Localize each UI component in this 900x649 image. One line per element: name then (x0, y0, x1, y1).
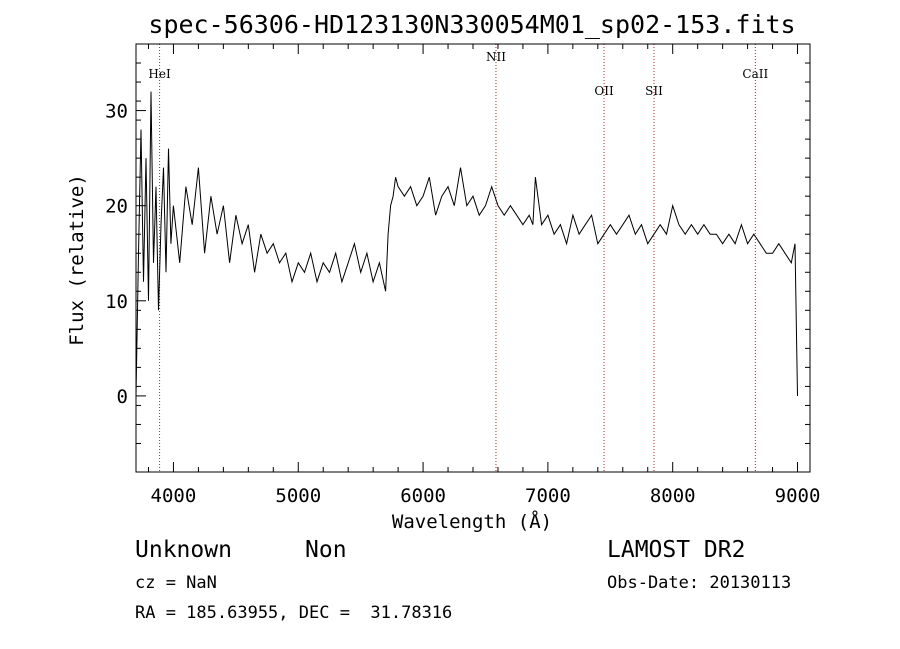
plot-frame (135, 43, 811, 473)
y-tick-label: 30 (105, 101, 128, 123)
spectrum-series-0 (135, 91, 798, 396)
x-tick-label: 7000 (525, 485, 571, 507)
x-tick-label: 5000 (275, 485, 321, 507)
reference-line-label-oii: OII (594, 84, 614, 98)
reference-line-label-caii: CaII (742, 67, 768, 81)
y-tick-label: 0 (117, 386, 128, 408)
object-subclass: Non (305, 537, 347, 563)
obs-date-text: Obs-Date: 20130113 (607, 573, 792, 593)
object-class: Unknown (135, 537, 232, 563)
y-tick-label: 10 (105, 291, 128, 313)
axes-layer: 4000 5000 6000 7000 8000 9000 0 10 20 30 (105, 44, 820, 507)
x-axis-label: Wavelength (Å) (392, 510, 552, 533)
series-layer (135, 91, 798, 396)
chart-title: spec-56306-HD123130N330054M01_sp02-153.f… (148, 10, 795, 39)
reference-line-label-hei: HeI (148, 67, 171, 81)
x-tick-label: 4000 (151, 485, 197, 507)
x-tick-label: 8000 (650, 485, 696, 507)
x-tick-label: 6000 (400, 485, 446, 507)
redshift-text: cz = NaN (135, 573, 217, 593)
y-tick-label: 20 (105, 196, 128, 218)
y-axis-label: Flux (relative) (66, 174, 88, 346)
reference-line-label-sii: SII (645, 84, 663, 98)
reference-lines: HeI NII OII SII CaII (148, 44, 768, 472)
radec-text: RA = 185.63955, DEC = 31.78316 (135, 603, 453, 623)
survey-label: LAMOST DR2 (607, 537, 746, 563)
reference-line-label-nii: NII (486, 50, 506, 64)
x-tick-label: 9000 (775, 485, 821, 507)
